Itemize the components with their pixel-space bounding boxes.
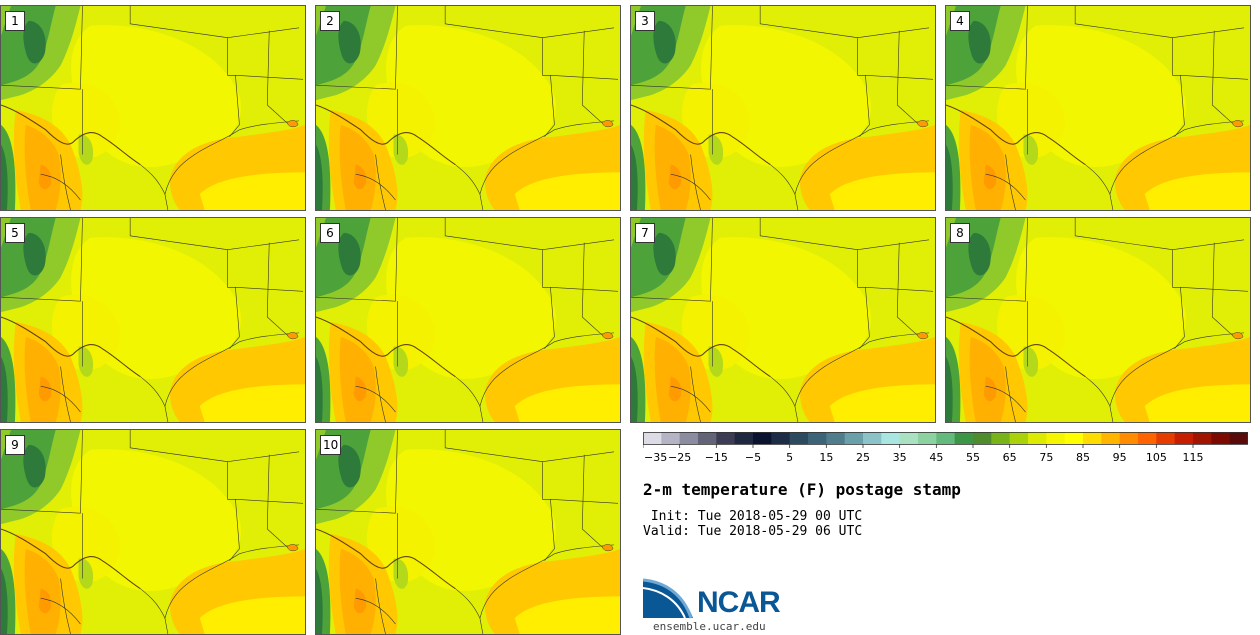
init-time: Init: Tue 2018-05-29 00 UTC [643,509,863,524]
ncar-logo-text: NCAR [697,586,781,619]
map-panel-9: 9 [0,429,306,635]
colorbar-swatch [936,432,956,444]
colorbar-swatch [1064,432,1084,444]
temperature-map [946,6,1250,210]
colorbar-swatch [1028,432,1047,444]
member-label: 4 [950,11,970,31]
member-label: 6 [320,223,340,243]
colorbar-tick-label: −15 [705,451,728,464]
temperature-map [1,6,305,210]
colorbar-tick-label: 95 [1113,451,1127,464]
member-label: 2 [320,11,340,31]
colorbar-swatch [789,432,809,444]
colorbar-swatch [1046,432,1066,444]
map-panel-1: 1 [0,5,306,211]
colorbar-tick-label: −25 [668,451,691,464]
ncar-logo-icon [643,578,693,619]
colorbar-swatch [899,432,919,444]
colorbar-swatch [643,432,662,444]
colorbar-tick-label: −5 [745,451,761,464]
member-label: 7 [635,223,655,243]
colorbar-swatch [661,432,681,444]
colorbar-swatch [1101,432,1121,444]
member-label: 5 [5,223,25,243]
colorbar-swatch [716,432,736,444]
colorbar-swatch [1119,432,1139,444]
temperature-map [946,218,1250,422]
temperature-map [316,218,620,422]
colorbar-tick-label: 65 [1003,451,1017,464]
plot-title: 2-m temperature (F) postage stamp [643,480,961,499]
colorbar-tick-label: 45 [929,451,943,464]
colorbar-swatch [863,432,882,444]
colorbar-tick-label: 105 [1146,451,1167,464]
colorbar-swatch [1156,432,1176,444]
colorbar-swatch [826,432,846,444]
colorbar-tick-label: 5 [786,451,793,464]
member-label: 8 [950,223,970,243]
member-label: 3 [635,11,655,31]
map-panel-7: 7 [630,217,936,423]
colorbar-tick-label: 55 [966,451,980,464]
map-panel-10: 10 [315,429,621,635]
temperature-map [1,218,305,422]
map-panel-8: 8 [945,217,1251,423]
colorbar-tick-label: 115 [1183,451,1204,464]
colorbar-swatch [679,432,699,444]
temperature-colorbar: −35 −25 −15 −5 5 15 25 35 45 55 65 75 85 95 105 115 [643,432,1248,464]
colorbar-swatch [881,432,901,444]
colorbar-swatch [1138,432,1157,444]
colorbar-swatch [1174,432,1194,444]
colorbar-tick-label: 25 [856,451,870,464]
temperature-map [1,430,305,634]
colorbar-swatch [844,432,864,444]
colorbar-swatch [973,432,992,444]
colorbar-tick-label: 75 [1039,451,1053,464]
map-panel-4: 4 [945,5,1251,211]
colorbar-swatch [753,432,772,444]
valid-time: Valid: Tue 2018-05-29 06 UTC [643,524,863,539]
colorbar-swatch [954,432,974,444]
colorbar-swatch [1009,432,1029,444]
member-label: 10 [320,435,342,455]
temperature-map [316,6,620,210]
colorbar-swatch [1229,432,1248,444]
colorbar-swatch [808,432,827,444]
colorbar-swatch [1083,432,1102,444]
map-panel-6: 6 [315,217,621,423]
colorbar-tick-label: 85 [1076,451,1090,464]
colorbar-swatch [991,432,1011,444]
colorbar-frame [643,432,1248,445]
map-panel-2: 2 [315,5,621,211]
colorbar-swatch [1211,432,1231,444]
temperature-map [631,218,935,422]
colorbar-swatch [698,432,717,444]
temperature-map [316,430,620,634]
temperature-map [631,6,935,210]
map-panel-3: 3 [630,5,936,211]
colorbar-swatch [771,432,791,444]
colorbar-tick-label: −35 [644,451,667,464]
colorbar-swatch [1193,432,1212,444]
colorbar-swatch [918,432,937,444]
ensemble-url: ensemble.ucar.edu [653,620,766,633]
member-label: 1 [5,11,25,31]
map-panel-5: 5 [0,217,306,423]
colorbar-tick-label: 35 [893,451,907,464]
colorbar-tick-label: 15 [819,451,833,464]
member-label: 9 [5,435,25,455]
colorbar-swatch [734,432,754,444]
